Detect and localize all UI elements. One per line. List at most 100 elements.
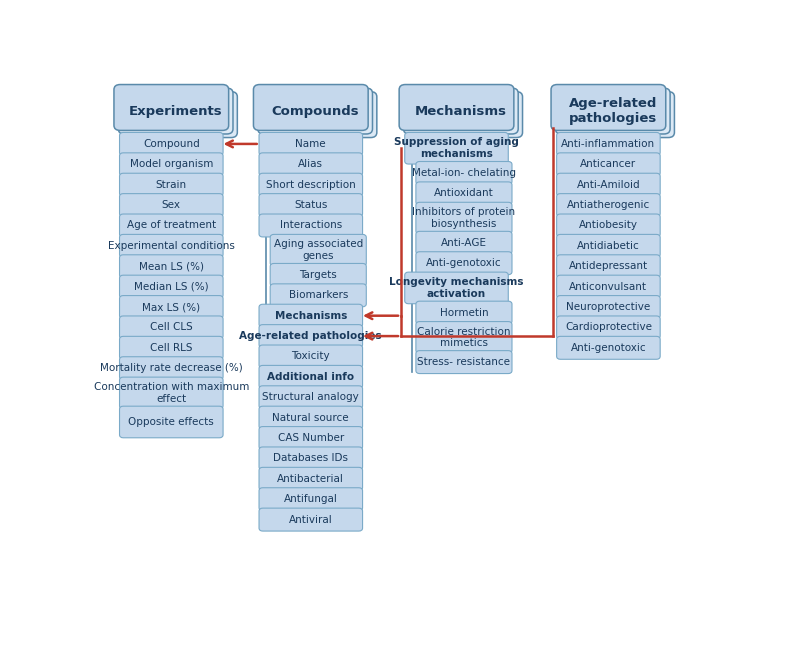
- Text: Interactions: Interactions: [280, 220, 342, 230]
- Text: Stress- resistance: Stress- resistance: [418, 357, 510, 367]
- Text: Alias: Alias: [298, 160, 323, 169]
- FancyBboxPatch shape: [557, 275, 660, 298]
- Text: Max LS (%): Max LS (%): [142, 302, 200, 312]
- FancyBboxPatch shape: [416, 351, 512, 373]
- Text: Anti-Amiloid: Anti-Amiloid: [577, 179, 640, 190]
- Text: Antibacterial: Antibacterial: [278, 474, 344, 484]
- Text: Anti-AGE: Anti-AGE: [441, 238, 487, 248]
- FancyBboxPatch shape: [119, 357, 223, 380]
- Text: Antiviral: Antiviral: [289, 514, 333, 524]
- FancyBboxPatch shape: [118, 88, 233, 134]
- Text: Antifungal: Antifungal: [284, 495, 338, 504]
- FancyBboxPatch shape: [405, 272, 508, 304]
- FancyBboxPatch shape: [119, 377, 223, 408]
- Text: Mechanisms: Mechanisms: [415, 105, 507, 118]
- FancyBboxPatch shape: [551, 85, 666, 130]
- Text: Status: Status: [294, 200, 327, 210]
- Text: Suppression of aging
mechanisms: Suppression of aging mechanisms: [394, 138, 519, 159]
- Text: Strain: Strain: [156, 179, 187, 190]
- FancyBboxPatch shape: [262, 91, 377, 138]
- Text: Experimental conditions: Experimental conditions: [108, 241, 234, 251]
- Text: Compound: Compound: [143, 139, 200, 149]
- FancyBboxPatch shape: [557, 255, 660, 278]
- Text: Cardioprotective: Cardioprotective: [565, 322, 652, 332]
- FancyBboxPatch shape: [114, 85, 229, 130]
- Text: Antidiabetic: Antidiabetic: [577, 241, 640, 251]
- FancyBboxPatch shape: [258, 88, 373, 134]
- Text: Cell RLS: Cell RLS: [150, 343, 193, 353]
- FancyBboxPatch shape: [259, 153, 362, 176]
- FancyBboxPatch shape: [270, 284, 366, 307]
- FancyBboxPatch shape: [416, 162, 512, 185]
- Text: Anti-genotoxic: Anti-genotoxic: [426, 258, 502, 268]
- FancyBboxPatch shape: [416, 182, 512, 205]
- FancyBboxPatch shape: [119, 336, 223, 359]
- FancyBboxPatch shape: [405, 132, 508, 164]
- FancyBboxPatch shape: [259, 365, 362, 389]
- FancyBboxPatch shape: [270, 263, 366, 287]
- FancyBboxPatch shape: [557, 214, 660, 237]
- FancyBboxPatch shape: [259, 488, 362, 510]
- Text: Inhibitors of protein
biosynthesis: Inhibitors of protein biosynthesis: [412, 207, 515, 229]
- FancyBboxPatch shape: [119, 153, 223, 176]
- Text: Anticancer: Anticancer: [580, 160, 637, 169]
- FancyBboxPatch shape: [254, 85, 368, 130]
- FancyBboxPatch shape: [119, 173, 223, 196]
- Text: Mean LS (%): Mean LS (%): [139, 261, 204, 271]
- Text: Antidepressant: Antidepressant: [569, 261, 648, 271]
- FancyBboxPatch shape: [560, 91, 674, 138]
- FancyBboxPatch shape: [122, 91, 238, 138]
- FancyBboxPatch shape: [119, 316, 223, 339]
- FancyBboxPatch shape: [259, 173, 362, 196]
- FancyBboxPatch shape: [119, 406, 223, 438]
- Text: Natural source: Natural source: [273, 412, 349, 422]
- FancyBboxPatch shape: [416, 252, 512, 275]
- Text: Targets: Targets: [299, 270, 337, 280]
- Text: Opposite effects: Opposite effects: [129, 417, 214, 427]
- FancyBboxPatch shape: [416, 322, 512, 353]
- FancyBboxPatch shape: [259, 345, 362, 368]
- FancyBboxPatch shape: [119, 234, 223, 258]
- FancyBboxPatch shape: [416, 301, 512, 324]
- FancyBboxPatch shape: [259, 324, 362, 348]
- FancyBboxPatch shape: [119, 214, 223, 237]
- Text: Anti-genotoxic: Anti-genotoxic: [570, 343, 646, 353]
- FancyBboxPatch shape: [270, 234, 366, 266]
- Text: Median LS (%): Median LS (%): [134, 281, 209, 292]
- Text: CAS Number: CAS Number: [278, 433, 344, 443]
- FancyBboxPatch shape: [259, 214, 362, 237]
- FancyBboxPatch shape: [119, 295, 223, 318]
- FancyBboxPatch shape: [259, 406, 362, 429]
- Text: Structural analogy: Structural analogy: [262, 393, 359, 402]
- Text: Toxicity: Toxicity: [291, 352, 330, 361]
- Text: Antioxidant: Antioxidant: [434, 189, 494, 199]
- FancyBboxPatch shape: [557, 316, 660, 339]
- Text: Age of treatment: Age of treatment: [126, 220, 216, 230]
- FancyBboxPatch shape: [259, 305, 362, 327]
- FancyBboxPatch shape: [259, 132, 362, 156]
- FancyBboxPatch shape: [557, 336, 660, 359]
- FancyBboxPatch shape: [557, 173, 660, 196]
- Text: Aging associated
genes: Aging associated genes: [274, 240, 363, 261]
- Text: Calorie restriction
mimetics: Calorie restriction mimetics: [417, 326, 510, 348]
- Text: Biomarkers: Biomarkers: [289, 291, 348, 301]
- FancyBboxPatch shape: [259, 386, 362, 408]
- FancyBboxPatch shape: [557, 234, 660, 258]
- Text: Additional info: Additional info: [267, 372, 354, 382]
- Text: Compounds: Compounds: [271, 105, 359, 118]
- Text: Age-related
pathologies: Age-related pathologies: [569, 97, 657, 125]
- FancyBboxPatch shape: [555, 88, 670, 134]
- Text: Mechanisms: Mechanisms: [274, 310, 347, 320]
- Text: Sex: Sex: [162, 200, 181, 210]
- Text: Databases IDs: Databases IDs: [274, 453, 348, 463]
- Text: Short description: Short description: [266, 179, 356, 190]
- FancyBboxPatch shape: [416, 231, 512, 254]
- Text: Concentration with maximum
effect: Concentration with maximum effect: [94, 382, 249, 404]
- FancyBboxPatch shape: [119, 193, 223, 216]
- Text: Model organism: Model organism: [130, 160, 213, 169]
- FancyBboxPatch shape: [259, 447, 362, 470]
- FancyBboxPatch shape: [119, 255, 223, 278]
- Text: Age-related pathologies: Age-related pathologies: [239, 331, 382, 341]
- Text: Mortality rate decrease (%): Mortality rate decrease (%): [100, 363, 242, 373]
- Text: Cell CLS: Cell CLS: [150, 322, 193, 332]
